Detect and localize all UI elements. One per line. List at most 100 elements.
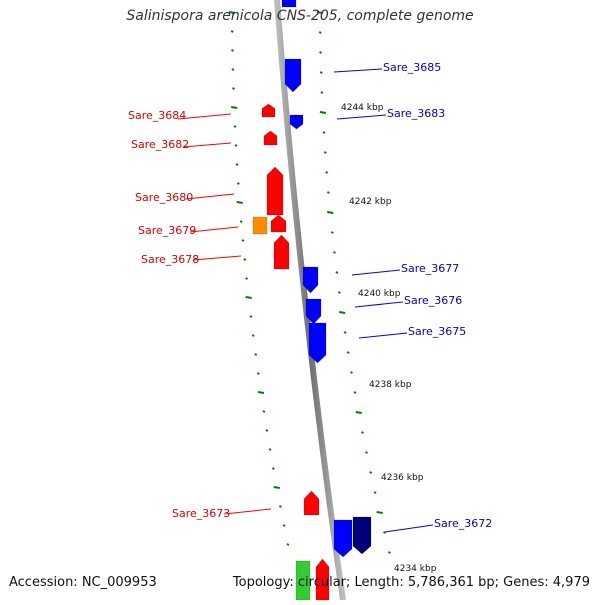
- label-leader-line: [223, 508, 272, 515]
- scale-labels: 4244 kbp 4242 kbp 4240 kbp 4238 kbp 4236…: [341, 103, 437, 574]
- scale-tick: [228, 11, 236, 14]
- scale-tick: [231, 106, 238, 109]
- scale-tick: [273, 486, 280, 489]
- gene-label-sare-3682[interactable]: Sare_3682: [131, 138, 189, 151]
- scale-tick: [286, 543, 290, 546]
- scale-tick: [254, 353, 258, 356]
- scale-tick: [330, 231, 334, 234]
- scale-tick: [353, 391, 357, 394]
- scale-label: 4234 kbp: [394, 564, 437, 574]
- gene-sare-3673[interactable]: [303, 490, 320, 516]
- gene-top[interactable]: [281, 0, 297, 8]
- scale-tick: [326, 191, 330, 194]
- topology-text: Topology: circular; Length: 5,786,361 bp…: [232, 575, 590, 590]
- gene-sare-3679b[interactable]: [270, 214, 287, 233]
- scale-tick: [265, 429, 269, 432]
- scale-tick: [320, 91, 324, 94]
- scale-tick: [257, 391, 265, 394]
- scale-tick: [387, 551, 391, 554]
- gene-sare-3683[interactable]: [289, 114, 304, 130]
- scale-tick: [323, 151, 327, 154]
- scale-tick: [346, 351, 350, 354]
- scale-label: 4244 kbp: [341, 103, 384, 113]
- scale-tick: [343, 331, 347, 334]
- label-leader-line: [354, 301, 404, 308]
- gene-sare-3678[interactable]: [273, 234, 290, 270]
- scale-tick: [335, 271, 339, 274]
- scale-tick: [232, 87, 235, 90]
- genome-backbone: [274, 0, 346, 601]
- gene-label-sare-3672[interactable]: Sare_3672: [434, 517, 492, 530]
- gene-sare-3685[interactable]: [284, 58, 302, 93]
- scale-label: 4236 kbp: [381, 473, 424, 483]
- gene-label-sare-3679[interactable]: Sare_3679: [138, 224, 196, 237]
- gene-features: [252, 0, 372, 601]
- gene-sare-3672[interactable]: [333, 519, 353, 558]
- accession-text: Accession: NC_009953: [9, 575, 157, 590]
- label-leader-line: [177, 113, 232, 120]
- scale-tick: [350, 371, 353, 374]
- scale-tick: [256, 372, 260, 375]
- scale-tick: [318, 31, 322, 34]
- scale-tick: [373, 491, 377, 494]
- gene-label-sare-3675[interactable]: Sare_3675: [408, 325, 466, 338]
- scale-tick: [355, 411, 362, 414]
- label-leader-line: [358, 332, 408, 339]
- scale-tick: [369, 471, 373, 474]
- gene-sare-3679[interactable]: [252, 216, 268, 235]
- gene-label-sare-3678[interactable]: Sare_3678: [141, 253, 199, 266]
- scale-tick: [327, 211, 334, 214]
- scale-tick: [231, 68, 235, 71]
- gene-sare-3672b[interactable]: [352, 516, 372, 555]
- scale-tick: [376, 511, 383, 514]
- left-gene-labels: Sare_3684 Sare_3682 Sare_3680 Sare_3679 …: [128, 109, 272, 520]
- gene-sare-3680[interactable]: [266, 166, 284, 216]
- scale-tick: [319, 71, 323, 74]
- scale-tick: [271, 467, 275, 470]
- scale-tick: [282, 524, 286, 527]
- gene-sare-3676[interactable]: [305, 298, 322, 325]
- label-leader-line: [182, 142, 232, 148]
- label-leader-line: [351, 269, 401, 276]
- gene-label-sare-3685[interactable]: Sare_3685: [383, 61, 441, 74]
- label-leader-line: [384, 524, 434, 533]
- gene-sare-3677[interactable]: [302, 266, 319, 294]
- scale-tick: [245, 277, 249, 280]
- label-leader-line: [192, 255, 242, 261]
- gene-label-sare-3677[interactable]: Sare_3677: [401, 262, 459, 275]
- gene-label-sare-3680[interactable]: Sare_3680: [135, 191, 193, 204]
- gene-sare-3682[interactable]: [263, 130, 278, 146]
- label-leader-line: [333, 68, 383, 73]
- scale-tick: [236, 182, 240, 185]
- scale-tick: [235, 163, 239, 166]
- scale-tick: [239, 220, 243, 223]
- gene-sare-3684[interactable]: [261, 103, 276, 118]
- scale-tick: [383, 531, 386, 534]
- scale-label: 4242 kbp: [349, 197, 392, 207]
- label-leader-line: [189, 226, 239, 233]
- scale-tick: [319, 51, 323, 54]
- scale-tick: [234, 144, 238, 147]
- scale-tick: [231, 49, 234, 52]
- scale-label: 4240 kbp: [358, 289, 401, 299]
- gene-label-sare-3676[interactable]: Sare_3676: [404, 294, 462, 307]
- gene-label-sare-3684[interactable]: Sare_3684: [128, 109, 186, 122]
- scale-tick: [243, 258, 247, 261]
- right-gene-labels: Sare_3685 Sare_3683 Sare_3677 Sare_3676 …: [333, 61, 492, 533]
- scale-tick: [251, 334, 255, 337]
- scale-tick: [236, 201, 243, 204]
- label-leader-line: [185, 193, 235, 200]
- scale-tick: [325, 171, 329, 174]
- page-title: Salinispora arenicola CNS-205, complete …: [126, 8, 474, 24]
- scale-tick: [361, 431, 364, 434]
- label-leader-line: [336, 114, 387, 120]
- scale-tick: [365, 451, 368, 454]
- scale-tick: [249, 315, 253, 318]
- gene-label-sare-3683[interactable]: Sare_3683: [387, 107, 445, 120]
- scale-tick: [339, 311, 346, 314]
- gene-sare-3675[interactable]: [308, 322, 327, 364]
- scale-tick: [316, 11, 324, 14]
- scale-tick: [319, 111, 327, 114]
- gene-label-sare-3673[interactable]: Sare_3673: [172, 507, 230, 520]
- scale-tick: [337, 291, 341, 294]
